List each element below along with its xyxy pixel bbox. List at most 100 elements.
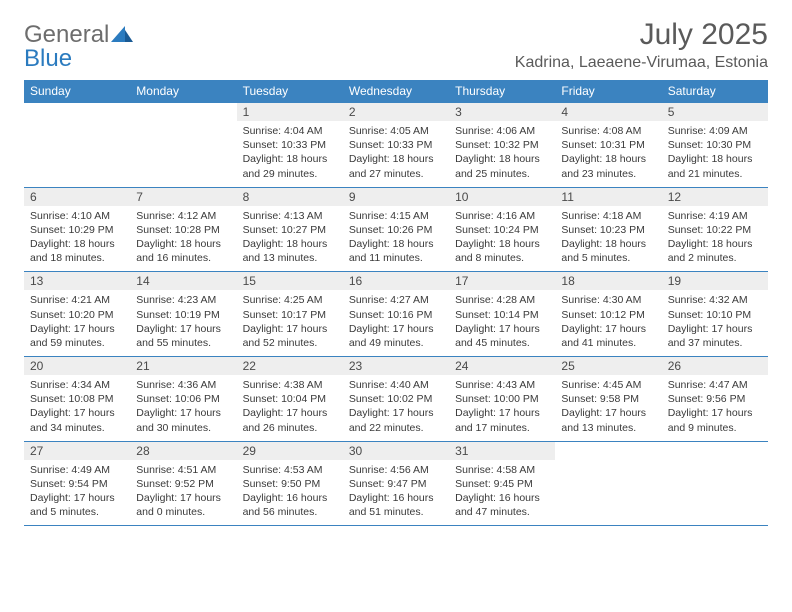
day-number: 20	[24, 357, 130, 375]
day-content: Sunrise: 4:45 AMSunset: 9:58 PMDaylight:…	[555, 375, 661, 441]
day-content: Sunrise: 4:23 AMSunset: 10:19 PMDaylight…	[130, 290, 236, 356]
calendar-day-cell: 21Sunrise: 4:36 AMSunset: 10:06 PMDaylig…	[130, 357, 236, 442]
calendar-day-cell: 14Sunrise: 4:23 AMSunset: 10:19 PMDaylig…	[130, 272, 236, 357]
day-content: Sunrise: 4:19 AMSunset: 10:22 PMDaylight…	[662, 206, 768, 272]
calendar-day-cell	[130, 103, 236, 188]
day-number	[130, 103, 236, 121]
calendar-day-cell: 5Sunrise: 4:09 AMSunset: 10:30 PMDayligh…	[662, 103, 768, 188]
calendar-table: SundayMondayTuesdayWednesdayThursdayFrid…	[24, 80, 768, 526]
day-content: Sunrise: 4:06 AMSunset: 10:32 PMDaylight…	[449, 121, 555, 187]
day-content: Sunrise: 4:21 AMSunset: 10:20 PMDaylight…	[24, 290, 130, 356]
day-content: Sunrise: 4:16 AMSunset: 10:24 PMDaylight…	[449, 206, 555, 272]
day-content: Sunrise: 4:05 AMSunset: 10:33 PMDaylight…	[343, 121, 449, 187]
day-content: Sunrise: 4:32 AMSunset: 10:10 PMDaylight…	[662, 290, 768, 356]
weekday-header: Sunday	[24, 80, 130, 103]
calendar-day-cell: 2Sunrise: 4:05 AMSunset: 10:33 PMDayligh…	[343, 103, 449, 188]
day-number: 5	[662, 103, 768, 121]
weekday-header: Tuesday	[237, 80, 343, 103]
calendar-day-cell: 25Sunrise: 4:45 AMSunset: 9:58 PMDayligh…	[555, 357, 661, 442]
day-number: 3	[449, 103, 555, 121]
calendar-day-cell	[555, 441, 661, 526]
day-number: 10	[449, 188, 555, 206]
calendar-day-cell: 15Sunrise: 4:25 AMSunset: 10:17 PMDaylig…	[237, 272, 343, 357]
day-content: Sunrise: 4:09 AMSunset: 10:30 PMDaylight…	[662, 121, 768, 187]
calendar-day-cell: 6Sunrise: 4:10 AMSunset: 10:29 PMDayligh…	[24, 187, 130, 272]
logo: General Blue	[24, 22, 133, 71]
day-number: 7	[130, 188, 236, 206]
day-number: 9	[343, 188, 449, 206]
day-number: 1	[237, 103, 343, 121]
calendar-day-cell: 1Sunrise: 4:04 AMSunset: 10:33 PMDayligh…	[237, 103, 343, 188]
calendar-day-cell: 29Sunrise: 4:53 AMSunset: 9:50 PMDayligh…	[237, 441, 343, 526]
calendar-day-cell: 27Sunrise: 4:49 AMSunset: 9:54 PMDayligh…	[24, 441, 130, 526]
calendar-day-cell: 26Sunrise: 4:47 AMSunset: 9:56 PMDayligh…	[662, 357, 768, 442]
weekday-header: Thursday	[449, 80, 555, 103]
day-content: Sunrise: 4:12 AMSunset: 10:28 PMDaylight…	[130, 206, 236, 272]
day-number: 13	[24, 272, 130, 290]
day-number: 26	[662, 357, 768, 375]
day-content: Sunrise: 4:53 AMSunset: 9:50 PMDaylight:…	[237, 460, 343, 526]
day-number: 24	[449, 357, 555, 375]
calendar-week-row: 13Sunrise: 4:21 AMSunset: 10:20 PMDaylig…	[24, 272, 768, 357]
calendar-day-cell: 31Sunrise: 4:58 AMSunset: 9:45 PMDayligh…	[449, 441, 555, 526]
weekday-header: Friday	[555, 80, 661, 103]
day-content: Sunrise: 4:51 AMSunset: 9:52 PMDaylight:…	[130, 460, 236, 526]
day-number	[662, 442, 768, 460]
day-content: Sunrise: 4:30 AMSunset: 10:12 PMDaylight…	[555, 290, 661, 356]
location-text: Kadrina, Laeaene-Virumaa, Estonia	[515, 54, 768, 72]
day-number: 27	[24, 442, 130, 460]
calendar-day-cell: 16Sunrise: 4:27 AMSunset: 10:16 PMDaylig…	[343, 272, 449, 357]
day-number: 2	[343, 103, 449, 121]
day-number: 16	[343, 272, 449, 290]
calendar-week-row: 20Sunrise: 4:34 AMSunset: 10:08 PMDaylig…	[24, 357, 768, 442]
day-number: 30	[343, 442, 449, 460]
day-number: 4	[555, 103, 661, 121]
calendar-day-cell	[662, 441, 768, 526]
day-number: 6	[24, 188, 130, 206]
day-number: 28	[130, 442, 236, 460]
day-content: Sunrise: 4:36 AMSunset: 10:06 PMDaylight…	[130, 375, 236, 441]
calendar-week-row: 1Sunrise: 4:04 AMSunset: 10:33 PMDayligh…	[24, 103, 768, 188]
day-content: Sunrise: 4:27 AMSunset: 10:16 PMDaylight…	[343, 290, 449, 356]
calendar-day-cell: 4Sunrise: 4:08 AMSunset: 10:31 PMDayligh…	[555, 103, 661, 188]
day-number: 31	[449, 442, 555, 460]
day-number: 15	[237, 272, 343, 290]
day-content: Sunrise: 4:18 AMSunset: 10:23 PMDaylight…	[555, 206, 661, 272]
day-number: 21	[130, 357, 236, 375]
day-content: Sunrise: 4:43 AMSunset: 10:00 PMDaylight…	[449, 375, 555, 441]
day-content: Sunrise: 4:13 AMSunset: 10:27 PMDaylight…	[237, 206, 343, 272]
logo-triangle-icon	[111, 24, 133, 42]
day-number: 8	[237, 188, 343, 206]
weekday-header-row: SundayMondayTuesdayWednesdayThursdayFrid…	[24, 80, 768, 103]
day-number: 25	[555, 357, 661, 375]
calendar-day-cell	[24, 103, 130, 188]
day-number	[24, 103, 130, 121]
calendar-day-cell: 20Sunrise: 4:34 AMSunset: 10:08 PMDaylig…	[24, 357, 130, 442]
calendar-week-row: 27Sunrise: 4:49 AMSunset: 9:54 PMDayligh…	[24, 441, 768, 526]
calendar-day-cell: 9Sunrise: 4:15 AMSunset: 10:26 PMDayligh…	[343, 187, 449, 272]
title-block: July 2025 Kadrina, Laeaene-Virumaa, Esto…	[515, 18, 768, 72]
day-number: 19	[662, 272, 768, 290]
day-content: Sunrise: 4:58 AMSunset: 9:45 PMDaylight:…	[449, 460, 555, 526]
calendar-day-cell: 30Sunrise: 4:56 AMSunset: 9:47 PMDayligh…	[343, 441, 449, 526]
day-content: Sunrise: 4:38 AMSunset: 10:04 PMDaylight…	[237, 375, 343, 441]
calendar-day-cell: 17Sunrise: 4:28 AMSunset: 10:14 PMDaylig…	[449, 272, 555, 357]
day-content: Sunrise: 4:56 AMSunset: 9:47 PMDaylight:…	[343, 460, 449, 526]
day-number: 29	[237, 442, 343, 460]
day-content: Sunrise: 4:08 AMSunset: 10:31 PMDaylight…	[555, 121, 661, 187]
day-number	[555, 442, 661, 460]
calendar-day-cell: 10Sunrise: 4:16 AMSunset: 10:24 PMDaylig…	[449, 187, 555, 272]
day-number: 12	[662, 188, 768, 206]
day-content: Sunrise: 4:34 AMSunset: 10:08 PMDaylight…	[24, 375, 130, 441]
calendar-day-cell: 19Sunrise: 4:32 AMSunset: 10:10 PMDaylig…	[662, 272, 768, 357]
calendar-day-cell: 8Sunrise: 4:13 AMSunset: 10:27 PMDayligh…	[237, 187, 343, 272]
day-content: Sunrise: 4:40 AMSunset: 10:02 PMDaylight…	[343, 375, 449, 441]
logo-text-blue: Blue	[24, 45, 72, 72]
day-number: 11	[555, 188, 661, 206]
day-number: 23	[343, 357, 449, 375]
day-number: 17	[449, 272, 555, 290]
day-number: 18	[555, 272, 661, 290]
calendar-day-cell: 23Sunrise: 4:40 AMSunset: 10:02 PMDaylig…	[343, 357, 449, 442]
calendar-week-row: 6Sunrise: 4:10 AMSunset: 10:29 PMDayligh…	[24, 187, 768, 272]
weekday-header: Monday	[130, 80, 236, 103]
